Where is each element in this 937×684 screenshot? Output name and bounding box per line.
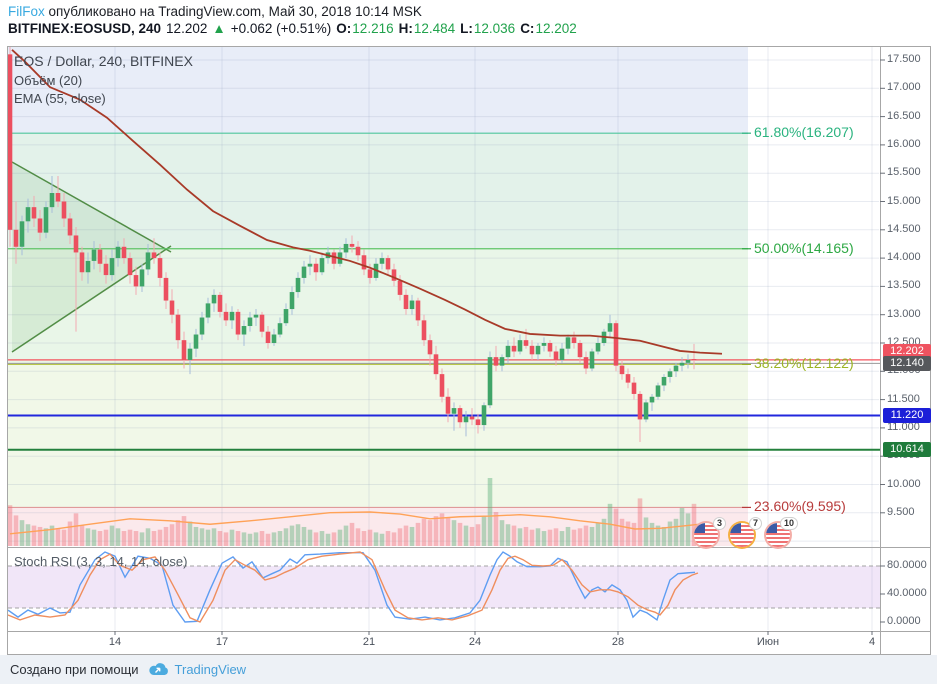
- symbol-label: BITFINEX:EOSUSD, 240: [8, 21, 162, 36]
- close-label: C:: [520, 21, 535, 36]
- tradingview-logo-icon: [148, 663, 168, 676]
- price-change: +0.062 (+0.51%): [230, 21, 332, 36]
- up-arrow-icon: ▲: [212, 21, 226, 36]
- close-value: 12.202: [535, 21, 577, 36]
- attribution-line: FilFox опубликовано на TradingView.com, …: [8, 4, 422, 19]
- high-value: 12.484: [413, 21, 456, 36]
- tradingview-brand-link[interactable]: TradingView: [174, 662, 247, 677]
- footer-bar: Создано при помощи TradingView: [0, 655, 937, 684]
- low-value: 12.036: [473, 21, 516, 36]
- chart-canvas[interactable]: [0, 0, 937, 655]
- footer-created-text: Создано при помощи: [10, 662, 139, 677]
- published-text: опубликовано на TradingView.com, Май 30,…: [44, 4, 422, 19]
- symbol-ohlc-line: BITFINEX:EOSUSD, 240 12.202 ▲ +0.062 (+0.51…: [8, 21, 582, 36]
- author-link[interactable]: FilFox: [8, 4, 45, 19]
- low-label: L:: [460, 21, 473, 36]
- last-price: 12.202: [166, 21, 208, 36]
- open-label: O:: [336, 21, 352, 36]
- high-label: H:: [398, 21, 413, 36]
- open-value: 12.216: [352, 21, 394, 36]
